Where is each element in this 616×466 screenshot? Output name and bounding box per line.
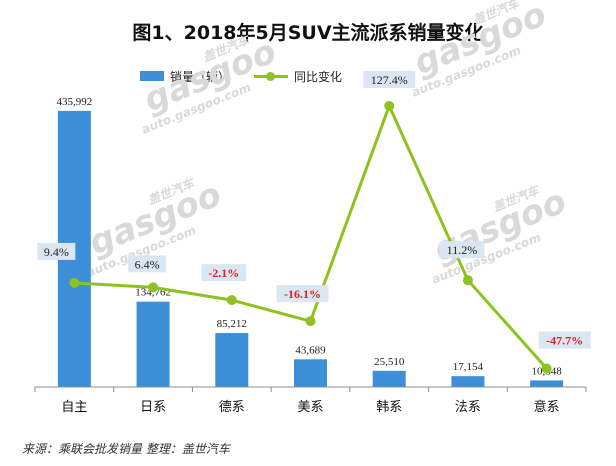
yoy-label-box-2 (201, 264, 247, 282)
bar-1 (136, 301, 170, 387)
yoy-label-box-1 (128, 255, 167, 273)
bar-3 (294, 359, 327, 387)
yoy-point-1 (148, 282, 159, 293)
yoy-label-box-3 (276, 285, 329, 303)
yoy-label-0: 9.4% (44, 245, 69, 259)
yoy-label-1: 6.4% (135, 257, 160, 271)
chart-title: 图1、2018年5月SUV主流派系销量变化 (132, 22, 484, 44)
x-tick-label-4: 韩系 (376, 400, 402, 415)
x-tick-label-5: 法系 (455, 400, 481, 415)
yoy-label-2: -2.1% (208, 266, 239, 280)
legend-label-yoy: 同比变化 (294, 69, 343, 84)
bar-value-label-5: 17,154 (453, 361, 484, 373)
x-tick-label-0: 自主 (61, 400, 87, 415)
legend-item-sales: 销量（辆） (140, 68, 230, 85)
yoy-label-box-6 (538, 331, 591, 349)
bar-5 (451, 376, 485, 387)
yoy-point-2 (226, 295, 237, 306)
legend-label-sales: 销量（辆） (170, 69, 231, 84)
yoy-label-5: 11.2% (447, 243, 478, 257)
yoy-label-4: 127.4% (371, 73, 408, 87)
yoy-point-3 (305, 316, 316, 327)
x-tick-label-6: 意系 (534, 399, 560, 415)
bar-value-label-3: 43,689 (295, 344, 326, 356)
legend-item-yoy: 同比变化 (254, 68, 342, 85)
yoy-point-4 (384, 100, 395, 111)
yoy-label-box-4 (363, 70, 416, 88)
yoy-label-box-0 (37, 242, 76, 260)
bar-value-label-2: 85,212 (217, 318, 247, 330)
yoy-label-box-5 (439, 241, 485, 259)
legend-bar-swatch (140, 71, 164, 81)
yoy-label-3: -16.1% (284, 287, 321, 301)
legend-line-swatch (254, 71, 289, 81)
x-tick-label-1: 日系 (140, 400, 166, 415)
yoy-point-6 (541, 363, 552, 374)
yoy-label-6: -47.7% (546, 334, 583, 348)
yoy-point-0 (69, 277, 80, 288)
bar-value-label-4: 25,510 (374, 356, 405, 368)
source-note: 来源：乘联会批发销量 整理：盖世汽车 (22, 442, 230, 456)
bar-6 (530, 380, 564, 387)
x-tick-label-2: 德系 (219, 400, 245, 415)
legend: 销量（辆） 同比变化 (140, 66, 366, 86)
bar-4 (372, 370, 406, 387)
x-tick-label-3: 美系 (297, 400, 323, 415)
bar-2 (215, 333, 249, 387)
yoy-point-5 (462, 275, 473, 286)
bar-value-label-0: 435,992 (56, 96, 92, 108)
